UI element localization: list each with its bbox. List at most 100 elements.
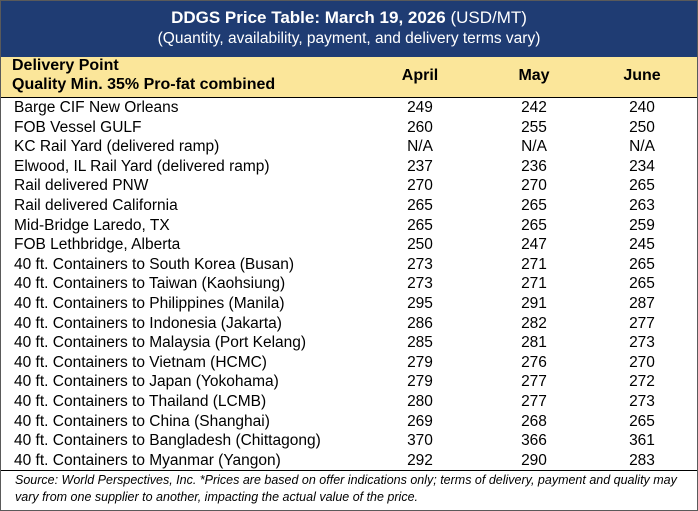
- price-cell: 263: [629, 196, 655, 214]
- price-cell: 242: [521, 99, 547, 116]
- table-row: FOB Vessel GULF 260 255 250: [1, 118, 697, 138]
- price-cell: 292: [407, 451, 433, 469]
- table-row: 40 ft. Containers to Japan (Yokohama) 279…: [1, 372, 697, 392]
- price-cell: 236: [521, 157, 547, 175]
- table-row: Elwood, IL Rail Yard (delivered ramp) 237…: [1, 157, 697, 177]
- table-row: 40 ft. Containers to South Korea (Busan)…: [1, 255, 697, 275]
- table-row: 40 ft. Containers to Bangladesh (Chittag…: [1, 431, 697, 451]
- table-row: 40 ft. Containers to China (Shanghai) 269…: [1, 412, 697, 432]
- table-title-bold: DDGS Price Table: March 19, 2026: [171, 8, 446, 27]
- price-cell: 268: [521, 412, 547, 430]
- delivery-point-cell: FOB Vessel GULF: [14, 118, 142, 136]
- table-row: 40 ft. Containers to Myanmar (Yangon) 292…: [1, 451, 697, 471]
- header-quality: Quality Min. 35% Pro-fat combined: [12, 76, 276, 93]
- price-cell: 291: [521, 294, 547, 312]
- price-cell: N/A: [629, 138, 655, 156]
- table-title: DDGS Price Table: March 19, 2026 (USD/MT…: [1, 7, 697, 28]
- header-month-april: April: [401, 67, 439, 84]
- table-title-unit: (USD/MT): [450, 8, 527, 27]
- table-row: KC Rail Yard (delivered ramp) N/A N/A N/A: [1, 137, 697, 157]
- header-month-june: June: [623, 67, 661, 84]
- price-cell: 237: [407, 157, 433, 175]
- price-cell: 277: [521, 373, 547, 391]
- delivery-point-cell: 40 ft. Containers to Thailand (LCMB): [14, 392, 267, 410]
- price-cell: 295: [407, 294, 433, 312]
- table-row: 40 ft. Containers to Taiwan (Kaohsiung) 2…: [1, 274, 697, 294]
- table-row: 40 ft. Containers to Vietnam (HCMC) 279 27…: [1, 353, 697, 373]
- table-row: 40 ft. Containers to Indonesia (Jakarta)…: [1, 314, 697, 334]
- price-cell: 234: [629, 157, 655, 175]
- price-cell: 287: [629, 294, 655, 312]
- price-cell: 247: [521, 236, 547, 254]
- delivery-point-cell: Rail delivered California: [14, 196, 178, 214]
- price-cell: 286: [407, 314, 433, 332]
- price-cell: 285: [407, 334, 433, 352]
- price-cell: 271: [521, 275, 547, 293]
- table-row: 40 ft. Containers to Thailand (LCMB) 280 2…: [1, 392, 697, 412]
- price-cell: 265: [629, 255, 655, 273]
- price-cell: 271: [521, 255, 547, 273]
- delivery-point-cell: 40 ft. Containers to Taiwan (Kaohsiung): [14, 275, 286, 293]
- table-row: Mid-Bridge Laredo, TX 265 265 259: [1, 216, 697, 236]
- table-row: Rail delivered PNW 270 270 265: [1, 176, 697, 196]
- header-delivery-point: Delivery Point: [12, 57, 119, 74]
- table-title-bar: DDGS Price Table: March 19, 2026 (USD/MT…: [1, 1, 697, 57]
- price-cell: 279: [407, 353, 433, 371]
- price-cell: 265: [521, 196, 547, 214]
- delivery-point-cell: Elwood, IL Rail Yard (delivered ramp): [14, 157, 270, 175]
- price-cell: 270: [521, 177, 547, 195]
- price-cell: 273: [407, 255, 433, 273]
- price-cell: 279: [407, 373, 433, 391]
- header-month-may: May: [518, 67, 550, 84]
- price-cell: 276: [521, 353, 547, 371]
- delivery-point-cell: 40 ft. Containers to Philippines (Manila…: [14, 294, 285, 312]
- delivery-point-cell: FOB Lethbridge, Alberta: [14, 236, 181, 254]
- table-row: Rail delivered California 265 265 263: [1, 196, 697, 216]
- price-cell: 265: [407, 216, 433, 234]
- price-cell: 282: [521, 314, 547, 332]
- delivery-point-cell: 40 ft. Containers to Japan (Yokohama): [14, 373, 279, 391]
- table-header: Delivery Point Quality Min. 35% Pro-fat …: [1, 57, 697, 98]
- delivery-point-cell: Mid-Bridge Laredo, TX: [14, 216, 170, 234]
- price-cell: 272: [629, 373, 655, 391]
- table-body: Barge CIF New Orleans 249 242 240 FOB Vessel…: [1, 98, 697, 470]
- delivery-point-cell: 40 ft. Containers to Malaysia (Port Kela…: [14, 334, 307, 352]
- price-cell: 273: [629, 392, 655, 410]
- delivery-point-cell: 40 ft. Containers to China (Shanghai): [14, 412, 270, 430]
- price-cell: 280: [407, 392, 433, 410]
- price-cell: 240: [629, 99, 655, 116]
- table-subtitle: (Quantity, availability, payment, and de…: [157, 30, 541, 47]
- price-cell: 245: [629, 236, 655, 254]
- price-cell: 361: [629, 432, 655, 450]
- price-cell: 265: [629, 412, 655, 430]
- table-row: FOB Lethbridge, Alberta 250 247 245: [1, 235, 697, 255]
- price-cell: 255: [521, 118, 547, 136]
- price-cell: 366: [521, 432, 547, 450]
- delivery-point-cell: Barge CIF New Orleans: [14, 99, 179, 116]
- price-cell: 273: [407, 275, 433, 293]
- price-cell: 250: [629, 118, 655, 136]
- delivery-point-cell: 40 ft. Containers to South Korea (Busan): [14, 255, 295, 273]
- price-cell: 281: [521, 334, 547, 352]
- delivery-point-cell: 40 ft. Containers to Myanmar (Yangon): [14, 451, 281, 469]
- price-cell: 370: [407, 432, 433, 450]
- price-cell: N/A: [521, 138, 547, 156]
- price-cell: N/A: [407, 138, 433, 156]
- price-cell: 260: [407, 118, 433, 136]
- price-cell: 270: [629, 353, 655, 371]
- price-cell: 265: [407, 196, 433, 214]
- price-cell: 270: [407, 177, 433, 195]
- price-cell: 290: [521, 451, 547, 469]
- price-cell: 269: [407, 412, 433, 430]
- price-cell: 283: [629, 451, 655, 469]
- delivery-point-cell: KC Rail Yard (delivered ramp): [14, 138, 220, 156]
- price-cell: 249: [407, 99, 433, 116]
- price-cell: 277: [629, 314, 655, 332]
- delivery-point-cell: 40 ft. Containers to Indonesia (Jakarta): [14, 314, 282, 332]
- price-cell: 265: [521, 216, 547, 234]
- price-cell: 265: [629, 177, 655, 195]
- price-cell: 265: [629, 275, 655, 293]
- table-row: Barge CIF New Orleans 249 242 240: [1, 98, 697, 118]
- table-row: 40 ft. Containers to Malaysia (Port Kela…: [1, 333, 697, 353]
